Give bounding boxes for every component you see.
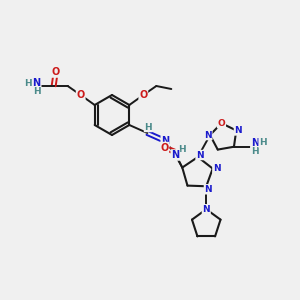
Text: O: O	[218, 119, 225, 128]
Text: N: N	[251, 138, 259, 148]
Text: N: N	[196, 151, 204, 160]
Text: N: N	[213, 164, 220, 173]
Text: H: H	[251, 147, 259, 156]
Text: H: H	[145, 122, 152, 131]
Text: N: N	[204, 130, 212, 140]
Text: N: N	[33, 78, 41, 88]
Text: O: O	[160, 142, 168, 152]
Text: H: H	[33, 88, 40, 97]
Text: O: O	[139, 90, 147, 100]
Text: H: H	[178, 146, 186, 154]
Text: H: H	[24, 79, 32, 88]
Text: N: N	[171, 150, 179, 160]
Text: N: N	[202, 205, 210, 214]
Text: N: N	[205, 185, 212, 194]
Text: N: N	[161, 136, 169, 146]
Text: O: O	[76, 90, 85, 100]
Text: O: O	[52, 67, 60, 77]
Text: H: H	[259, 138, 267, 147]
Text: N: N	[234, 126, 242, 135]
